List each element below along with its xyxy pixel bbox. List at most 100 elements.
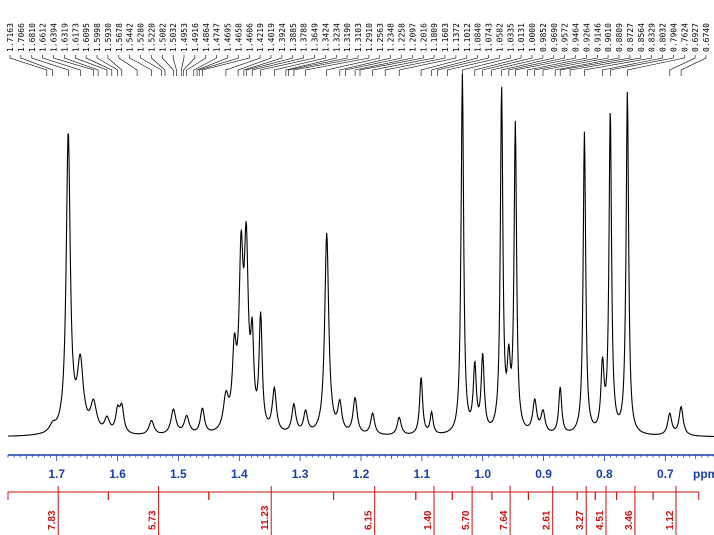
integral-group: 7.83 5.73 11.23 6.15 1.40 5.70 7.64 2.61 3.27 4.5…	[7, 486, 700, 535]
peak-label: 1.3190	[343, 23, 352, 52]
peak-label: 1.4747	[213, 23, 222, 52]
peak-label-connector	[151, 55, 166, 76]
spectrum-group	[8, 73, 714, 437]
peak-label: 1.1012	[463, 23, 472, 52]
peak-label: 1.0840	[474, 23, 483, 52]
peak-label-connector	[437, 55, 489, 76]
peak-label-connector	[64, 55, 99, 76]
peak-label-connector	[140, 55, 162, 76]
peak-label: 1.6612	[39, 23, 48, 52]
peak-label-connector	[372, 55, 435, 76]
peak-label-connector	[20, 55, 54, 76]
x-tick-label: 1.0	[474, 467, 491, 481]
peak-label-connector	[420, 55, 468, 76]
peak-label-connector	[474, 55, 522, 76]
peak-label: 1.5998	[93, 23, 102, 52]
x-axis-group: 1.7 1.6 1.5 1.4 1.3 1.2 1.1 1.0 0.9 0.8 0.7 ppm	[7, 454, 714, 481]
peak-label: 1.4916	[191, 23, 200, 52]
peak-label-connector	[554, 55, 620, 76]
peak-label: 1.3234	[332, 23, 341, 52]
peak-label: 1.0335	[506, 23, 515, 52]
peak-label-connector	[186, 55, 207, 76]
peak-label-connector	[602, 55, 663, 76]
peak-label: 1.0000	[528, 23, 537, 52]
integral-value: 11.23	[260, 505, 271, 530]
peak-label: 1.4953	[180, 23, 189, 52]
peak-label-connector	[446, 55, 500, 76]
peak-label: 0.7624	[680, 23, 689, 52]
peak-label-connector	[260, 55, 315, 76]
peak-label: 1.4695	[224, 23, 233, 52]
peak-label-connector	[246, 55, 294, 76]
peak-label: 0.9572	[561, 23, 570, 52]
x-tick-label: 1.2	[353, 467, 370, 481]
peak-label: 1.2563	[376, 23, 385, 52]
peak-label: 1.4864	[202, 23, 211, 52]
peak-label-connector	[293, 55, 359, 76]
integral-value: 2.61	[542, 510, 553, 530]
peak-label: 1.5930	[104, 23, 113, 52]
peak-label: 1.6394	[50, 23, 59, 52]
peak-label: 1.1372	[452, 23, 461, 52]
spectrum-line	[8, 73, 714, 437]
peak-label: 0.9690	[550, 23, 559, 52]
peak-label: 1.3424	[321, 23, 330, 52]
peak-label: 1.4019	[267, 23, 276, 52]
peak-label-connector	[118, 55, 138, 76]
peak-label-connector	[181, 55, 185, 76]
integral-value: 5.70	[461, 510, 472, 530]
peak-label-connector	[626, 55, 685, 76]
peak-label-connector	[129, 55, 152, 76]
peak-label: 1.6095	[82, 23, 91, 52]
x-tick-label: 1.5	[170, 467, 187, 481]
peak-label-connector	[53, 55, 94, 76]
peak-label-connector	[491, 55, 544, 76]
peak-label-connector	[431, 55, 478, 76]
peak-label: 1.7163	[6, 23, 15, 52]
peak-label-connector	[514, 55, 576, 76]
peak-label: 1.0743	[485, 23, 494, 52]
peak-label-connector	[273, 55, 326, 76]
peak-label: 1.3788	[300, 23, 309, 52]
peak-label: 1.7066	[17, 23, 26, 52]
peak-label: 1.4658	[234, 23, 243, 52]
x-tick-label: 1.1	[414, 467, 431, 481]
x-tick-label: 1.7	[48, 467, 65, 481]
x-axis-unit-label: ppm	[693, 467, 714, 481]
peak-label: 1.6319	[60, 23, 69, 52]
peak-label: 1.4606	[245, 23, 254, 52]
integral-value: 5.73	[148, 510, 159, 530]
peak-label: 1.5280	[137, 23, 146, 52]
peak-label: 0.9264	[582, 23, 591, 52]
peak-label-connector	[359, 55, 424, 76]
peak-label: 1.6810	[28, 23, 37, 52]
peak-label-connector	[542, 55, 609, 76]
peak-label-connector	[584, 55, 652, 76]
peak-label-connector	[354, 55, 413, 76]
peak-label: 1.5032	[169, 23, 178, 52]
peak-label: 0.6740	[702, 23, 711, 52]
peak-label-connector	[85, 55, 113, 76]
peak-label: 1.5442	[126, 23, 135, 52]
peak-label: 1.5678	[115, 23, 124, 52]
x-tick-label: 0.8	[596, 467, 613, 481]
peak-label: 1.3103	[354, 23, 363, 52]
integral-value: 1.40	[423, 510, 434, 530]
integral-value: 7.64	[499, 510, 510, 530]
peak-label: 1.3885	[289, 23, 298, 52]
peak-label-connector	[384, 55, 446, 76]
peak-label: 0.9464	[572, 23, 581, 52]
peak-label-connector	[31, 55, 69, 76]
integral-value: 4.51	[595, 510, 606, 530]
peak-label: 1.6173	[71, 23, 80, 52]
peak-label-connector	[42, 55, 81, 76]
peak-label-connector	[75, 55, 108, 76]
peak-label-connector	[534, 55, 598, 76]
peak-label-connector	[508, 55, 565, 76]
peak-label-connector	[196, 55, 228, 76]
peak-label-connector	[96, 55, 118, 76]
peak-label: 0.8727	[626, 23, 635, 52]
peak-label-connector	[398, 55, 457, 76]
peak-label: 1.4219	[256, 23, 265, 52]
